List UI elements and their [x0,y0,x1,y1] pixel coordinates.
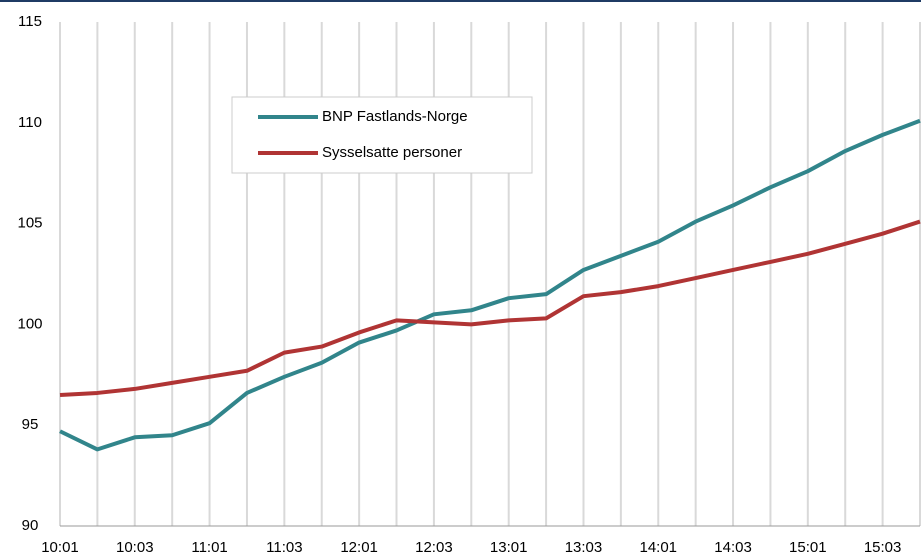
y-tick-label: 115 [18,13,42,30]
top-border [0,0,921,2]
y-tick-label: 95 [22,416,39,433]
x-tick-label: 12:01 [340,539,378,556]
x-tick-label: 14:01 [639,539,677,556]
series-line [59,219,921,397]
y-tick-label: 100 [17,315,42,332]
x-tick-label: 15:03 [864,539,902,556]
y-tick-label: 90 [22,517,39,534]
x-tick-label: 15:01 [789,539,827,556]
x-tick-label: 14:03 [714,539,752,556]
legend-label: BNP Fastlands-Norge [322,108,468,125]
legend-box [231,96,533,174]
series-line [59,118,921,452]
x-tick-label: 11:01 [191,539,227,556]
legend-label: Sysselsatte personer [322,144,462,161]
x-tick-label: 10:03 [116,539,154,556]
x-tick-label: 11:03 [266,539,302,556]
x-tick-label: 12:03 [415,539,453,556]
y-tick-label: 110 [18,114,42,131]
x-tick-label: 13:01 [490,539,528,556]
x-tick-label: 10:01 [41,539,79,556]
y-tick-label: 105 [17,215,42,232]
x-tick-label: 13:03 [565,539,603,556]
